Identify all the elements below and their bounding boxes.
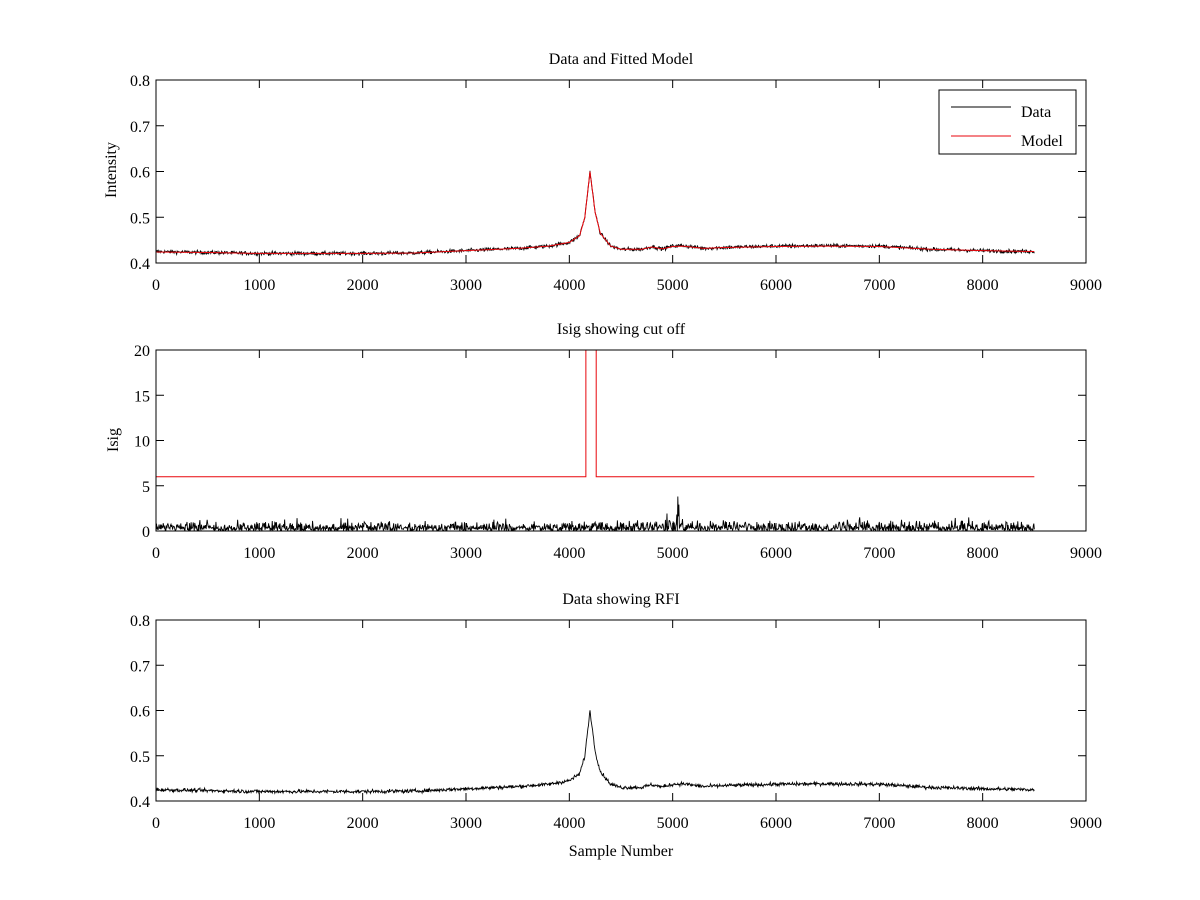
- chart-title: Isig showing cut off: [557, 321, 686, 338]
- x-tick-label: 9000: [1070, 277, 1102, 294]
- x-tick-label: 8000: [967, 545, 999, 562]
- x-tick-label: 3000: [450, 815, 482, 832]
- x-tick-label: 3000: [450, 277, 482, 294]
- x-tick-label: 1000: [243, 277, 275, 294]
- y-tick-label: 0.4: [130, 256, 150, 273]
- y-tick-label: 0.7: [130, 658, 150, 675]
- chart-title: Data and Fitted Model: [549, 51, 694, 68]
- x-tick-label: 6000: [760, 815, 792, 832]
- plot-area: 0 1000 2000 3000 4000 5000 6000 7000 8000 9000 0.4…: [130, 613, 1102, 832]
- x-tick-label: 2000: [347, 277, 379, 294]
- plot-background: [156, 620, 1086, 801]
- y-tick-label: 0.8: [130, 73, 150, 90]
- x-tick-label: 5000: [657, 815, 689, 832]
- x-tick-label: 9000: [1070, 815, 1102, 832]
- x-tick-label: 1000: [243, 545, 275, 562]
- x-axis-title: Sample Number: [569, 843, 674, 860]
- x-tick-label: 8000: [967, 815, 999, 832]
- x-tick-label: 6000: [760, 277, 792, 294]
- x-tick-label: 8000: [967, 277, 999, 294]
- plot-background: [156, 350, 1086, 531]
- legend: Data Model: [938, 89, 1077, 155]
- x-tick-label: 7000: [863, 277, 895, 294]
- y-tick-label: 5: [142, 479, 150, 496]
- y-tick-label: 15: [134, 388, 150, 405]
- legend-box: [938, 89, 1077, 155]
- y-tick-label: 0.8: [130, 613, 150, 630]
- y-tick-label: 20: [134, 343, 150, 360]
- x-tick-label: 4000: [553, 815, 585, 832]
- series-line-series-0: [156, 710, 1035, 795]
- x-tick-label: 1000: [243, 815, 275, 832]
- y-tick-label: 10: [134, 434, 150, 451]
- series-layer: [156, 170, 1035, 258]
- x-tick-label: 9000: [1070, 545, 1102, 562]
- x-tick-label: 3000: [450, 545, 482, 562]
- plot-area: 0 1000 2000 3000 4000 5000 6000 7000 8000 9000 0 5 1…: [134, 343, 1102, 562]
- series-layer: [156, 710, 1035, 795]
- legend-label-model: Model: [1021, 133, 1063, 150]
- series-layer: [156, 350, 1035, 531]
- x-tick-label: 0: [152, 815, 160, 832]
- series-line-series-0: [156, 496, 1035, 531]
- y-tick-label: 0.5: [130, 749, 150, 766]
- y-axis-title: Intensity: [103, 142, 120, 198]
- plot-area: 0 1000 2000 3000 4000 5000 6000 7000 8000 9000 0.4…: [130, 73, 1102, 294]
- subplot-isig-showing-cut-off: 0 1000 2000 3000 4000 5000 6000 7000 8000 9000 0 5 1…: [105, 321, 1102, 562]
- x-tick-label: 4000: [553, 545, 585, 562]
- x-tick-label: 4000: [553, 277, 585, 294]
- series-line-model: [156, 171, 1035, 254]
- y-tick-label: 0.6: [130, 165, 150, 182]
- subplot-data-showing-rfi: 0 1000 2000 3000 4000 5000 6000 7000 8000 9000 0.4…: [130, 591, 1102, 860]
- subplot-data-and-fitted-model: 0 1000 2000 3000 4000 5000 6000 7000 8000 9000 0.4…: [103, 51, 1102, 294]
- x-tick-label: 0: [152, 277, 160, 294]
- y-tick-label: 0.6: [130, 704, 150, 721]
- legend-label-data: Data: [1021, 104, 1051, 121]
- y-tick-label: 0: [142, 524, 150, 541]
- series-line-series-1: [156, 350, 1035, 478]
- y-tick-label: 0.5: [130, 210, 150, 227]
- x-tick-label: 2000: [347, 545, 379, 562]
- x-tick-label: 5000: [657, 545, 689, 562]
- y-axis-title: Isig: [105, 428, 122, 452]
- x-tick-label: 7000: [863, 815, 895, 832]
- x-tick-label: 6000: [760, 545, 792, 562]
- x-tick-label: 0: [152, 545, 160, 562]
- chart-title: Data showing RFI: [562, 591, 679, 608]
- x-tick-label: 2000: [347, 815, 379, 832]
- plot-background: [156, 80, 1086, 263]
- y-tick-label: 0.4: [130, 794, 150, 811]
- x-tick-label: 5000: [657, 277, 689, 294]
- x-tick-label: 7000: [863, 545, 895, 562]
- y-tick-label: 0.7: [130, 119, 150, 136]
